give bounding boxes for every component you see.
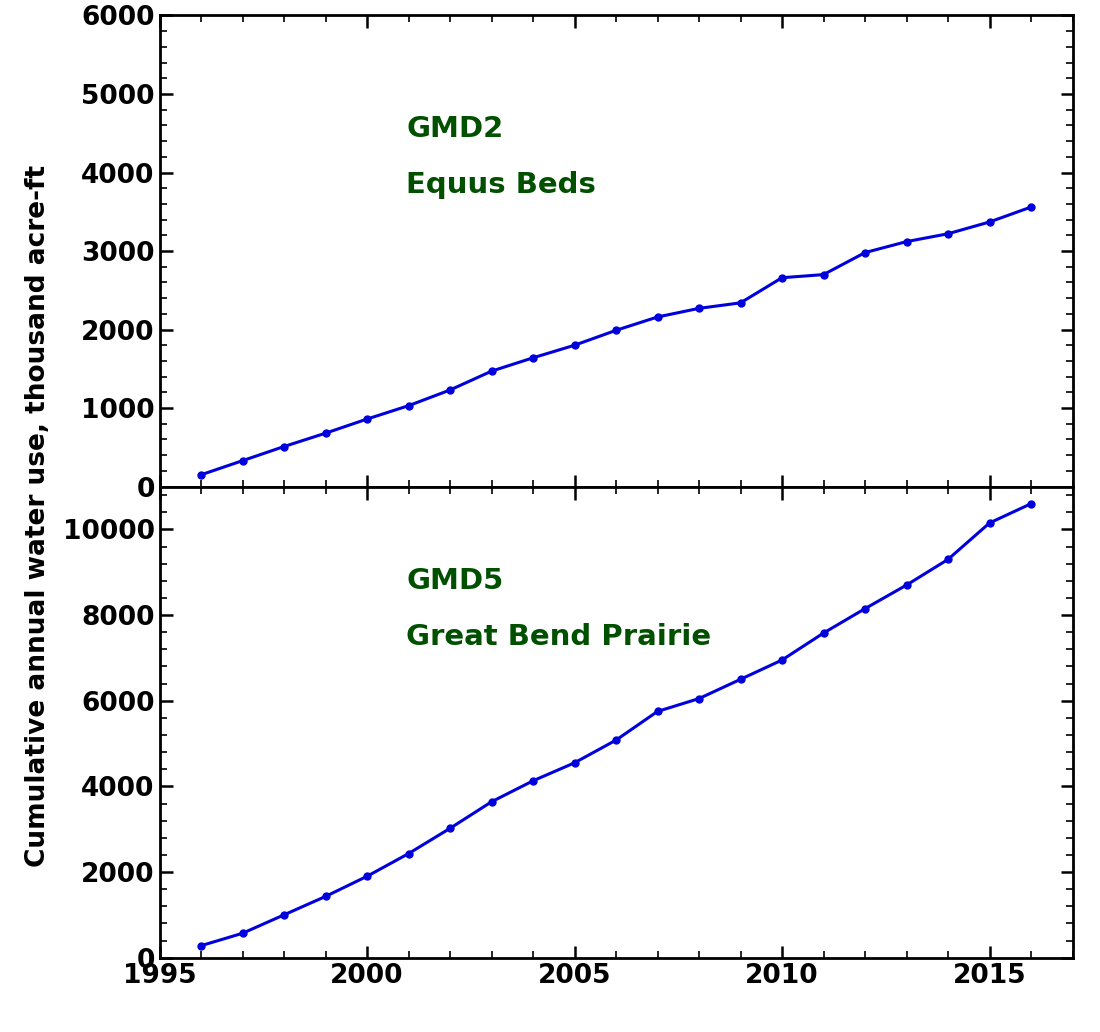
Text: GMD5: GMD5 <box>406 567 504 594</box>
Text: GMD2: GMD2 <box>406 115 504 142</box>
Text: Equus Beds: Equus Beds <box>406 171 596 199</box>
Text: Great Bend Prairie: Great Bend Prairie <box>406 623 711 651</box>
Text: Cumulative annual water use, thousand acre-ft: Cumulative annual water use, thousand ac… <box>25 165 52 867</box>
